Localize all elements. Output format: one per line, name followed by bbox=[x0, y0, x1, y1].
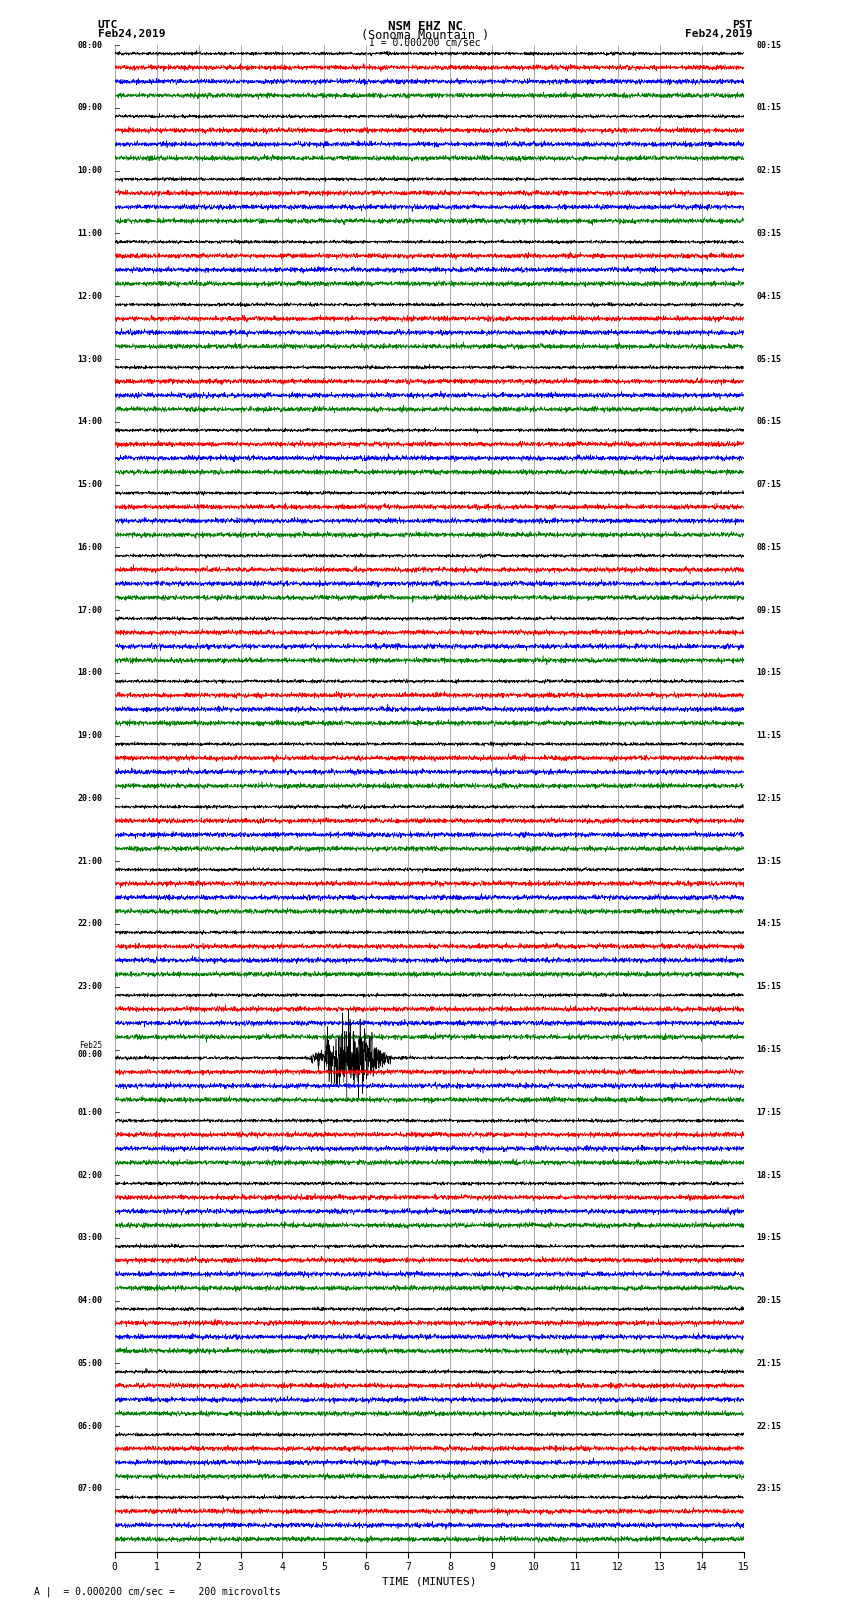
Text: 05:15: 05:15 bbox=[756, 355, 781, 363]
Text: 12:00: 12:00 bbox=[77, 292, 102, 300]
Text: 00:00: 00:00 bbox=[77, 1050, 102, 1058]
Text: 07:15: 07:15 bbox=[756, 481, 781, 489]
Text: 08:15: 08:15 bbox=[756, 544, 781, 552]
Text: 03:15: 03:15 bbox=[756, 229, 781, 239]
Text: 21:15: 21:15 bbox=[756, 1358, 781, 1368]
Text: 20:00: 20:00 bbox=[77, 794, 102, 803]
Text: 06:15: 06:15 bbox=[756, 418, 781, 426]
Text: 09:15: 09:15 bbox=[756, 605, 781, 615]
Text: 10:00: 10:00 bbox=[77, 166, 102, 176]
Text: 13:00: 13:00 bbox=[77, 355, 102, 363]
Text: (Sonoma Mountain ): (Sonoma Mountain ) bbox=[361, 29, 489, 42]
Text: 23:00: 23:00 bbox=[77, 982, 102, 992]
Text: 17:00: 17:00 bbox=[77, 605, 102, 615]
Text: PST: PST bbox=[732, 19, 752, 31]
Text: 00:15: 00:15 bbox=[756, 40, 781, 50]
Text: 16:00: 16:00 bbox=[77, 544, 102, 552]
Text: Feb25: Feb25 bbox=[79, 1040, 102, 1050]
Text: 12:15: 12:15 bbox=[756, 794, 781, 803]
Text: 06:00: 06:00 bbox=[77, 1421, 102, 1431]
Text: 15:15: 15:15 bbox=[756, 982, 781, 992]
Text: 01:00: 01:00 bbox=[77, 1108, 102, 1116]
Text: 19:00: 19:00 bbox=[77, 731, 102, 740]
Text: UTC: UTC bbox=[98, 19, 118, 31]
Text: 18:15: 18:15 bbox=[756, 1171, 781, 1179]
Text: 02:15: 02:15 bbox=[756, 166, 781, 176]
Text: 16:15: 16:15 bbox=[756, 1045, 781, 1053]
Text: A |  = 0.000200 cm/sec =    200 microvolts: A | = 0.000200 cm/sec = 200 microvolts bbox=[34, 1586, 280, 1597]
Text: 23:15: 23:15 bbox=[756, 1484, 781, 1494]
Text: 03:00: 03:00 bbox=[77, 1234, 102, 1242]
Text: 07:00: 07:00 bbox=[77, 1484, 102, 1494]
Text: 21:00: 21:00 bbox=[77, 857, 102, 866]
X-axis label: TIME (MINUTES): TIME (MINUTES) bbox=[382, 1576, 477, 1586]
Text: 02:00: 02:00 bbox=[77, 1171, 102, 1179]
Text: 01:15: 01:15 bbox=[756, 103, 781, 113]
Text: 14:15: 14:15 bbox=[756, 919, 781, 929]
Text: 08:00: 08:00 bbox=[77, 40, 102, 50]
Text: 19:15: 19:15 bbox=[756, 1234, 781, 1242]
Text: 20:15: 20:15 bbox=[756, 1297, 781, 1305]
Text: NSM EHZ NC: NSM EHZ NC bbox=[388, 19, 462, 34]
Text: 13:15: 13:15 bbox=[756, 857, 781, 866]
Text: 15:00: 15:00 bbox=[77, 481, 102, 489]
Text: 04:15: 04:15 bbox=[756, 292, 781, 300]
Text: 05:00: 05:00 bbox=[77, 1358, 102, 1368]
Text: I = 0.000200 cm/sec: I = 0.000200 cm/sec bbox=[369, 37, 481, 48]
Text: 09:00: 09:00 bbox=[77, 103, 102, 113]
Text: 11:15: 11:15 bbox=[756, 731, 781, 740]
Text: 14:00: 14:00 bbox=[77, 418, 102, 426]
Text: Feb24,2019: Feb24,2019 bbox=[685, 29, 752, 39]
Text: 04:00: 04:00 bbox=[77, 1297, 102, 1305]
Text: 22:00: 22:00 bbox=[77, 919, 102, 929]
Text: 17:15: 17:15 bbox=[756, 1108, 781, 1116]
Text: 18:00: 18:00 bbox=[77, 668, 102, 677]
Text: 10:15: 10:15 bbox=[756, 668, 781, 677]
Text: 11:00: 11:00 bbox=[77, 229, 102, 239]
Text: Feb24,2019: Feb24,2019 bbox=[98, 29, 165, 39]
Text: 22:15: 22:15 bbox=[756, 1421, 781, 1431]
